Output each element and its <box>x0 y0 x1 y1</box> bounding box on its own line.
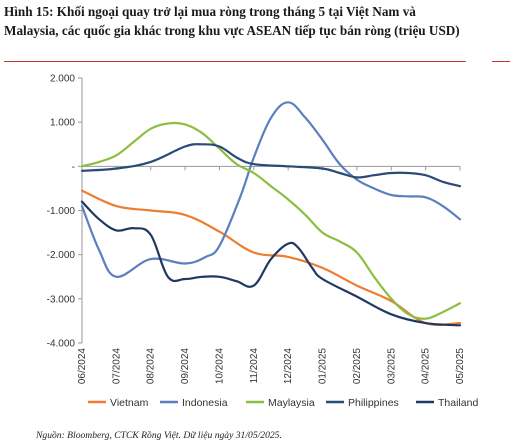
legend-label-vietnam: Vietnam <box>110 397 149 409</box>
legend-label-maylaysia: Maylaysia <box>268 397 315 409</box>
x-tick-label: 01/2025 <box>318 348 329 385</box>
y-tick-label: 1.000 <box>50 118 75 129</box>
x-tick-label: 09/2024 <box>180 348 191 385</box>
x-tick-label: 05/2025 <box>455 348 466 385</box>
adjacent-column-divider <box>492 61 510 62</box>
figure-title-text: Hình 15: Khối ngoại quay trở lại mua ròn… <box>4 4 460 38</box>
x-tick-label: 06/2024 <box>77 348 88 385</box>
y-tick-label: - <box>72 162 75 173</box>
x-tick-label: 03/2025 <box>386 348 397 385</box>
source-note: Nguồn: Bloomberg, CTCK Rồng Việt. Dữ liệ… <box>36 430 282 441</box>
legend-label-indonesia: Indonesia <box>182 397 228 409</box>
legend-label-philippines: Philippines <box>348 397 399 409</box>
series-line-maylaysia <box>80 121 462 320</box>
series-line-indonesia <box>80 101 462 278</box>
x-tick-label: 07/2024 <box>111 348 122 385</box>
x-tick-label: 08/2024 <box>146 348 157 385</box>
line-chart: 2.000 1.000 - -1.000 -2.000 -3.000 -4.00006/20… <box>47 74 479 410</box>
title-divider <box>4 61 466 62</box>
y-tick-label: -4.000 <box>47 339 76 350</box>
x-tick-label: 11/2024 <box>249 348 260 384</box>
y-tick-label: -2.000 <box>47 250 76 261</box>
x-tick-label: 02/2025 <box>352 348 363 385</box>
series-line-thailand <box>80 200 462 327</box>
y-tick-label: 2.000 <box>50 74 75 85</box>
figure-title: Hình 15: Khối ngoại quay trở lại mua ròn… <box>4 2 466 40</box>
y-tick-label: -1.000 <box>47 206 76 217</box>
series-line-philippines <box>80 143 462 188</box>
x-tick-label: 04/2025 <box>421 348 432 385</box>
x-tick-label: 12/2024 <box>283 348 294 385</box>
y-tick-label: -3.000 <box>47 294 76 305</box>
x-tick-label: 10/2024 <box>214 348 225 385</box>
legend-label-thailand: Thailand <box>438 397 478 409</box>
